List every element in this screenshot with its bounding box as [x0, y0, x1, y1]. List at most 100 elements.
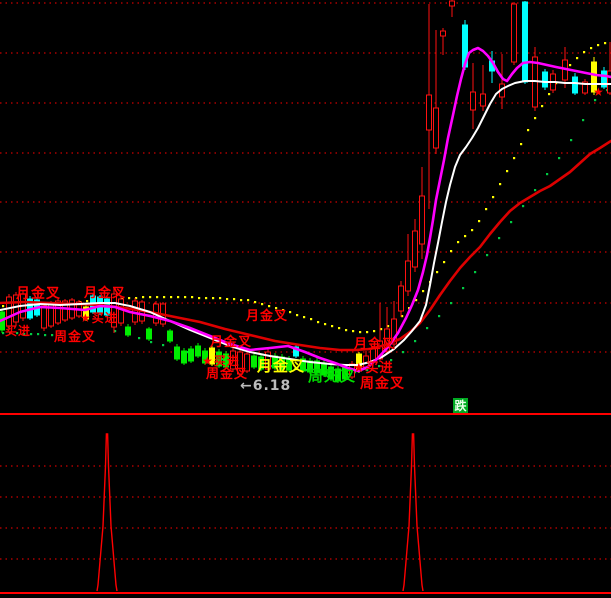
candle-body [195, 345, 201, 357]
candle-body [419, 195, 425, 245]
signal-label: ★买进 [202, 353, 240, 368]
yellow-dotted-ma [317, 321, 320, 324]
candle-body [470, 91, 476, 111]
yellow-dotted-ma [590, 47, 593, 50]
yellow-dotted-ma [422, 290, 425, 293]
yellow-dotted-ma [597, 44, 600, 47]
yellow-dotted-ma [233, 298, 236, 301]
green-dotted-ma [522, 205, 525, 208]
yellow-dotted-ma [212, 297, 215, 300]
green-dotted-ma [9, 332, 12, 335]
yellow-dotted-ma [310, 318, 313, 321]
yellow-dotted-ma [527, 129, 530, 132]
signal-label: 买进 [5, 323, 31, 338]
candle-body [335, 368, 341, 382]
signal-label: ←6.18 [240, 378, 291, 394]
yellow-dotted-ma [205, 297, 208, 300]
green-dotted-ma [162, 344, 165, 347]
yellow-dotted-ma [303, 316, 306, 319]
yellow-dotted-ma [373, 330, 376, 333]
yellow-dotted-ma [485, 208, 488, 211]
candle-body [572, 76, 578, 94]
candle-body [181, 350, 187, 364]
candle-body [384, 328, 390, 352]
yellow-dotted-ma [401, 315, 404, 318]
yellow-dotted-ma [184, 296, 187, 299]
green-dotted-ma [486, 254, 489, 257]
green-dotted-ma [23, 333, 26, 336]
yellow-dotted-ma [513, 157, 516, 160]
signal-label: 周金叉 [206, 366, 248, 382]
green-dotted-ma [546, 173, 549, 176]
candle-body [601, 70, 607, 88]
yellow-dotted-ma [156, 296, 159, 299]
yellow-dotted-ma [408, 307, 411, 310]
signal-label: 月金叉 [245, 308, 288, 324]
signal-label: 月金叉 [209, 334, 252, 350]
yellow-dotted-ma [275, 307, 278, 310]
yellow-dotted-ma [296, 314, 299, 317]
candle-body [377, 340, 383, 360]
candle-body [83, 306, 89, 320]
green-dotted-ma [414, 340, 417, 343]
green-dotted-ma [44, 334, 47, 337]
yellow-dotted-ma [2, 305, 5, 308]
yellow-dotted-ma [499, 183, 502, 186]
signal-label: ★买进 [353, 361, 394, 376]
candle-body [426, 94, 432, 131]
yellow-dotted-ma [415, 299, 418, 302]
yellow-dotted-ma [506, 170, 509, 173]
candle-body [167, 330, 173, 342]
candle-body [202, 350, 208, 364]
candle-body [223, 353, 229, 368]
yellow-dotted-ma [282, 309, 285, 312]
yellow-dotted-ma [261, 303, 264, 306]
signal-label: 月金叉 [15, 285, 61, 302]
candle-body [146, 328, 152, 340]
yellow-dotted-ma [149, 296, 152, 299]
yellow-dotted-ma [128, 297, 131, 300]
candle-body [511, 3, 517, 63]
yellow-dotted-ma [219, 297, 222, 300]
ma-fast-magenta [0, 46, 611, 373]
signal-label: 周死叉 [308, 367, 356, 385]
candle-body [433, 107, 439, 149]
candle-body [412, 230, 418, 268]
yellow-dotted-ma [548, 93, 551, 96]
yellow-dotted-ma [142, 296, 145, 299]
green-dotted-ma [558, 157, 561, 160]
yellow-dotted-ma [198, 297, 201, 300]
yellow-dotted-ma [492, 196, 495, 199]
candle-body [293, 346, 299, 357]
yellow-dotted-ma [464, 235, 467, 238]
down-badge-label: 跌 [454, 398, 467, 413]
candle-body [237, 351, 243, 375]
yellow-dotted-ma [268, 305, 271, 308]
candle-body [118, 298, 124, 324]
yellow-dotted-ma [387, 325, 390, 328]
yellow-dotted-ma [443, 261, 446, 264]
signal-label: 周金叉 [54, 329, 96, 345]
green-dotted-ma [30, 333, 33, 336]
candle-body [41, 305, 47, 329]
yellow-dotted-ma [457, 241, 460, 244]
candle-body [522, 1, 528, 83]
yellow-dotted-ma [254, 301, 257, 304]
green-dotted-ma [402, 351, 405, 354]
green-dotted-ma [16, 332, 19, 335]
yellow-dotted-ma [569, 64, 572, 67]
signal-label: 月金叉 [353, 336, 396, 352]
candle-body [398, 285, 404, 312]
green-dotted-ma [570, 139, 573, 142]
candle-body [405, 260, 411, 292]
candle-body [591, 61, 597, 93]
down-badge [453, 398, 468, 413]
green-dotted-ma [354, 371, 357, 374]
candle-body [480, 93, 486, 107]
green-dotted-ma [390, 359, 393, 362]
indicator-spike [402, 433, 424, 592]
green-dotted-ma [534, 189, 537, 192]
yellow-dotted-ma [534, 117, 537, 120]
